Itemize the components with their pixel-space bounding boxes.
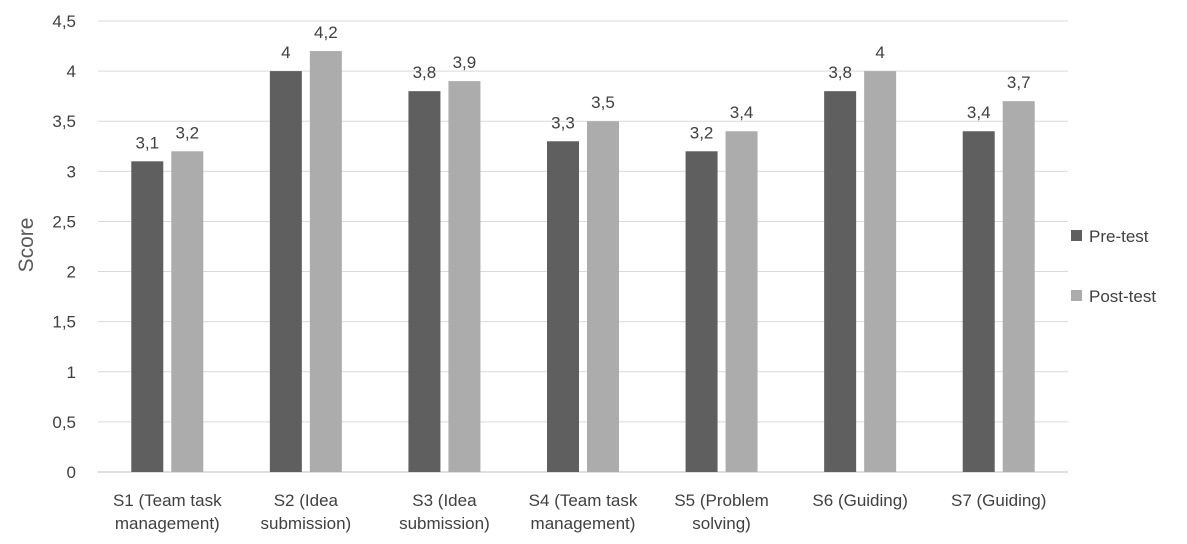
data-label: 3,9 [453,53,477,72]
x-tick-label: management) [115,514,220,533]
data-label: 4 [281,43,290,62]
data-label: 3,4 [967,103,991,122]
x-tick-label: submission) [399,514,490,533]
data-label: 3,2 [175,123,199,142]
x-tick-label: submission) [261,514,352,533]
y-tick-label: 4 [67,62,76,81]
data-label: 4,2 [314,23,338,42]
y-tick-label: 1 [67,363,76,382]
y-tick-label: 4,5 [52,12,76,31]
legend-label: Post-test [1089,287,1156,306]
y-tick-label: 2,5 [52,212,76,231]
y-tick-label: 0 [67,463,76,482]
y-tick-label: 1,5 [52,313,76,332]
y-tick-label: 3,5 [52,112,76,131]
data-label: 3,1 [135,133,159,152]
pre-test-bar [131,161,164,473]
post-test-bar [725,131,758,472]
legend: Pre-test Post-test [1071,227,1156,306]
post-test-bar [448,81,481,472]
post-test-bar [171,151,204,473]
x-tick-label: S6 (Guiding) [812,491,907,510]
pre-test-bar [547,141,579,472]
x-tick-label: S3 (Idea [412,491,477,510]
pre-test-bar [269,71,302,472]
y-tick-label: 0,5 [52,413,76,432]
x-tick-label: S7 (Guiding) [951,491,1046,510]
pre-test-bar [824,91,857,473]
data-label: 3,4 [730,103,754,122]
legend-label: Pre-test [1089,227,1149,246]
data-label: 3,5 [591,93,615,112]
legend-swatch [1071,230,1082,241]
x-tick-label: S1 (Team task [113,491,222,510]
post-test-bar [1002,101,1035,472]
x-tick-label: solving) [692,514,751,533]
post-test-bar [587,121,619,472]
y-tick-label: 2 [67,263,76,282]
y-tick-label: 3 [67,162,76,181]
x-tick-label: S4 (Team task [529,491,638,510]
pre-test-bar [962,131,995,472]
y-axis-title: Score [15,218,38,273]
pre-test-bar [408,91,441,473]
x-tick-label: management) [531,514,636,533]
data-labels: 3,1 3,2 4 4,2 3,8 3,9 3,3 3,5 3,2 3,4 3,8 4 3,4 3,7 [135,23,1030,152]
bars [131,51,1035,473]
x-tick-label: S5 (Problem [674,491,768,510]
pre-test-bar [685,151,718,473]
x-tick-label: S2 (Idea [274,491,339,510]
y-axis-ticks: 0 0,5 1 1,5 2 2,5 3 3,5 4 4,5 [52,12,76,482]
data-label: 3,7 [1007,73,1031,92]
post-test-bar [864,71,897,472]
post-test-bar [309,51,342,473]
data-label: 3,3 [551,113,575,132]
legend-swatch [1071,290,1082,301]
gridlines [98,20,1068,473]
data-label: 3,2 [690,123,714,142]
data-label: 4 [875,43,884,62]
data-label: 3,8 [413,63,437,82]
x-axis-ticks: S1 (Team task management) S2 (Idea submissi… [113,491,1046,533]
data-label: 3,8 [828,63,852,82]
